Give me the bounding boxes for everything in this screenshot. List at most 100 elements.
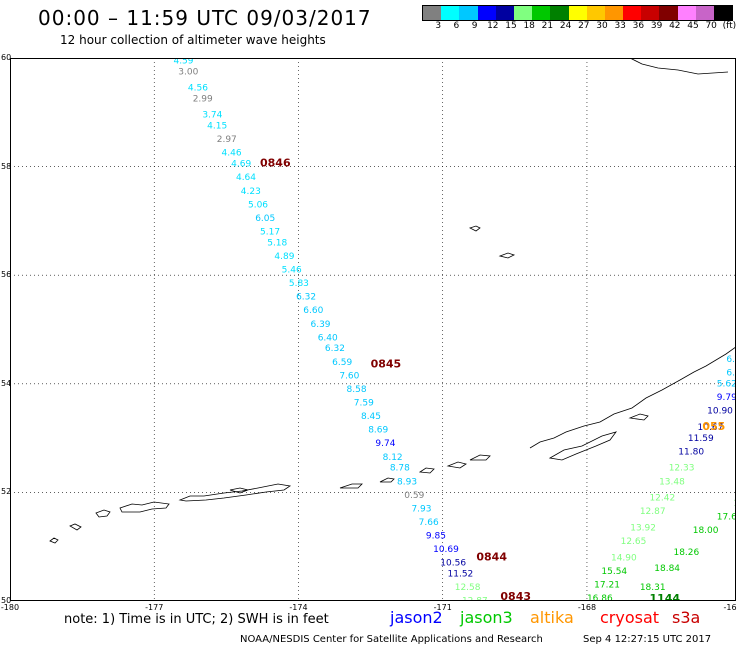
colorbar-swatch [532,6,551,20]
pass-time-label: 0845 [371,358,402,371]
wave-height-value: 6.40 [318,333,338,343]
wave-height-value: 14.90 [611,553,637,563]
colorbar-label: 45 [687,21,699,31]
wave-height-value: 5.18 [267,238,287,248]
wave-height-value: 6.39 [310,320,330,330]
wave-height-value: 9.74 [375,439,395,449]
wave-height-value: 2.99 [193,94,213,104]
colorbar-label: 42 [669,21,681,31]
wave-height-value: 18.00 [693,526,719,536]
coastlines [49,58,736,544]
colorbar-label: 36 [632,21,645,31]
wave-height-value: 7.66 [419,518,439,528]
colorbar-swatch [623,6,642,20]
y-tick-label: 58 [1,161,12,171]
map-grid [10,58,736,601]
wave-height-value: 5.46 [282,265,302,275]
wave-height-value: 0.59 [404,491,424,501]
pass-time-label: 0844 [476,550,507,563]
colorbar-swatch [550,6,569,20]
wave-height-value: 6.32 [325,344,345,354]
satellite-legend-s3a: s3a [672,608,701,627]
chart-subtitle: 12 hour collection of altimeter wave hei… [60,33,326,47]
colorbar-swatch [495,6,514,20]
pass-time-label: 055 [702,420,725,433]
wave-height-value: 3.00 [178,67,198,77]
wave-height-value: 12.65 [621,537,647,547]
colorbar-swatch [568,6,587,20]
colorbar-label: 70 [705,21,717,31]
wave-height-value: 15.54 [601,567,627,577]
coastline-alaska-peninsula [529,346,736,461]
colorbar-label: 12 [487,21,499,31]
wave-height-value: 5.62 [717,380,736,390]
footnote: note: 1) Time is in UTC; 2) SWH is in fe… [64,612,329,627]
generation-timestamp: Sep 4 12:27:15 UTC 2017 [583,634,712,645]
colorbar-swatch [423,6,442,20]
satellite-legend-altika: altika [530,608,574,627]
wave-height-value: 12.87 [640,507,666,517]
wave-height-value: 6.05 [255,214,275,224]
wave-height-value: 5.06 [248,200,268,210]
colorbar-swatch [714,6,733,20]
colorbar-label: 3 [435,21,442,31]
wave-height-value: 4.56 [188,84,208,94]
wave-height-value: 6.32 [296,293,316,303]
wave-height-value: 3.74 [202,111,222,121]
wave-height-value: 13.92 [630,523,656,533]
x-tick-label: -171 [433,603,452,612]
colorbar-swatch [586,6,605,20]
wave-height-value: 11.52 [448,570,474,580]
wave-height-value: 11.59 [688,434,714,444]
colorbar [422,5,734,21]
wave-height-value: 4.89 [274,252,294,262]
wave-height-value: 4.15 [207,122,227,132]
y-tick-label: 60 [1,53,12,62]
wave-height-value: 4.64 [236,173,256,183]
wave-height-value: 8.93 [397,477,417,487]
x-tick-label: -174 [289,603,308,612]
wave-height-value: 10.69 [433,545,459,555]
wave-height-value: 12.33 [669,464,695,474]
satellite-legend-cryosat: cryosat [600,608,660,627]
wave-height-value: 4.46 [222,149,242,159]
wave-height-value: 8.58 [347,385,367,395]
wave-height-value: 9.79 [717,393,736,403]
wave-height-value: 6.60 [303,306,323,316]
wave-height-value: 13.48 [659,477,685,487]
wave-height-labels: 4.593.00 4.562.99 3.744.15 2.97 4.464.69 4.64… [173,58,736,601]
wave-height-value: 18.84 [654,564,680,574]
wave-height-value: 6.89 [726,369,736,379]
wave-height-value: 2.97 [217,135,237,145]
wave-height-value: 8.45 [361,412,381,422]
colorbar-labels: 3 6 9 12 15 18 21 24 27 30 33 36 39 42 45 70 (ft) [422,21,740,33]
colorbar-swatch [677,6,696,20]
wave-height-value: 8.12 [383,453,403,463]
colorbar-swatch [641,6,660,20]
wave-height-value: 4.69 [231,160,251,170]
wave-height-value: 12.87 [462,597,488,601]
wave-height-value: 4.23 [241,187,261,197]
colorbar-label: 18 [523,21,535,31]
wave-height-value: 18.31 [640,583,666,593]
wave-height-value: 8.69 [368,426,388,436]
altimeter-map: 4.593.00 4.562.99 3.744.15 2.97 4.464.69 4.64… [10,58,736,601]
colorbar-swatch [695,6,714,20]
coastline-mainland-north [629,58,729,75]
wave-height-value: 10.56 [440,559,466,569]
coastline-pribilof [468,225,516,259]
wave-height-value: 8.78 [390,464,410,474]
x-tick-label: -177 [145,603,164,612]
pass-time-label: 0846 [260,157,291,170]
wave-height-value: 6.59 [332,358,352,368]
colorbar-swatch [513,6,533,20]
y-tick-label: 56 [1,270,12,280]
colorbar-swatch [604,6,624,20]
coastline-aleutian-west [49,483,292,544]
wave-height-value: 12.58 [455,583,481,593]
wave-height-value: 7.60 [339,371,359,381]
satellite-legend-jason2: jason2 [390,608,443,627]
y-tick-label: 54 [1,378,12,388]
satellite-legend-jason3: jason3 [460,608,513,627]
wave-height-value: 11.80 [678,447,704,457]
